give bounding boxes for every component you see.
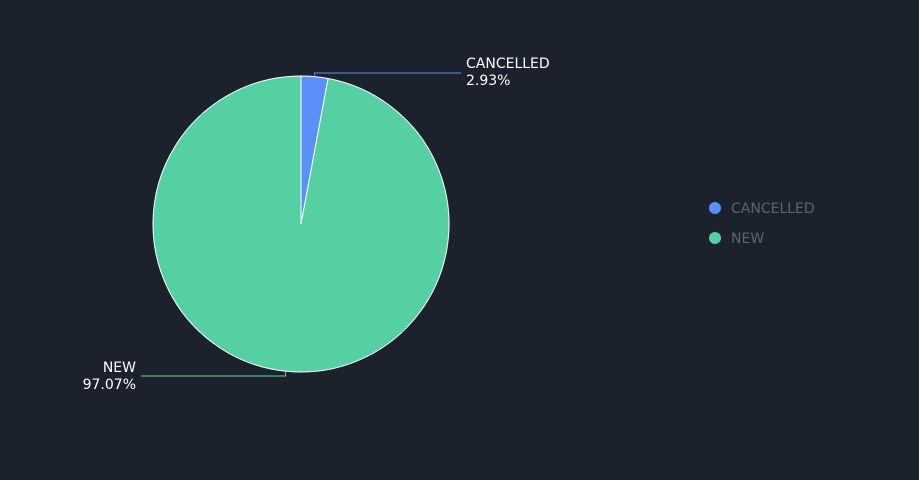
leader-line-new xyxy=(141,371,287,377)
legend-item-cancelled[interactable]: CANCELLED xyxy=(709,201,815,217)
pie-slices xyxy=(152,75,450,373)
legend-marker-new xyxy=(709,232,721,244)
chart-legend: CANCELLED NEW xyxy=(709,201,815,247)
legend-marker-cancelled xyxy=(709,202,721,214)
slice-label-new: NEW xyxy=(103,360,136,376)
leader-line-cancelled xyxy=(314,72,461,77)
legend-item-new[interactable]: NEW xyxy=(709,231,764,247)
legend-label-new: NEW xyxy=(731,231,764,247)
pie-slice-new[interactable] xyxy=(152,75,450,373)
slice-percent-new: 97.07% xyxy=(83,377,136,393)
legend-label-cancelled: CANCELLED xyxy=(731,201,815,217)
pie-leader-lines xyxy=(141,72,461,377)
slice-percent-cancelled: 2.93% xyxy=(466,73,510,89)
slice-label-cancelled: CANCELLED xyxy=(466,56,550,72)
